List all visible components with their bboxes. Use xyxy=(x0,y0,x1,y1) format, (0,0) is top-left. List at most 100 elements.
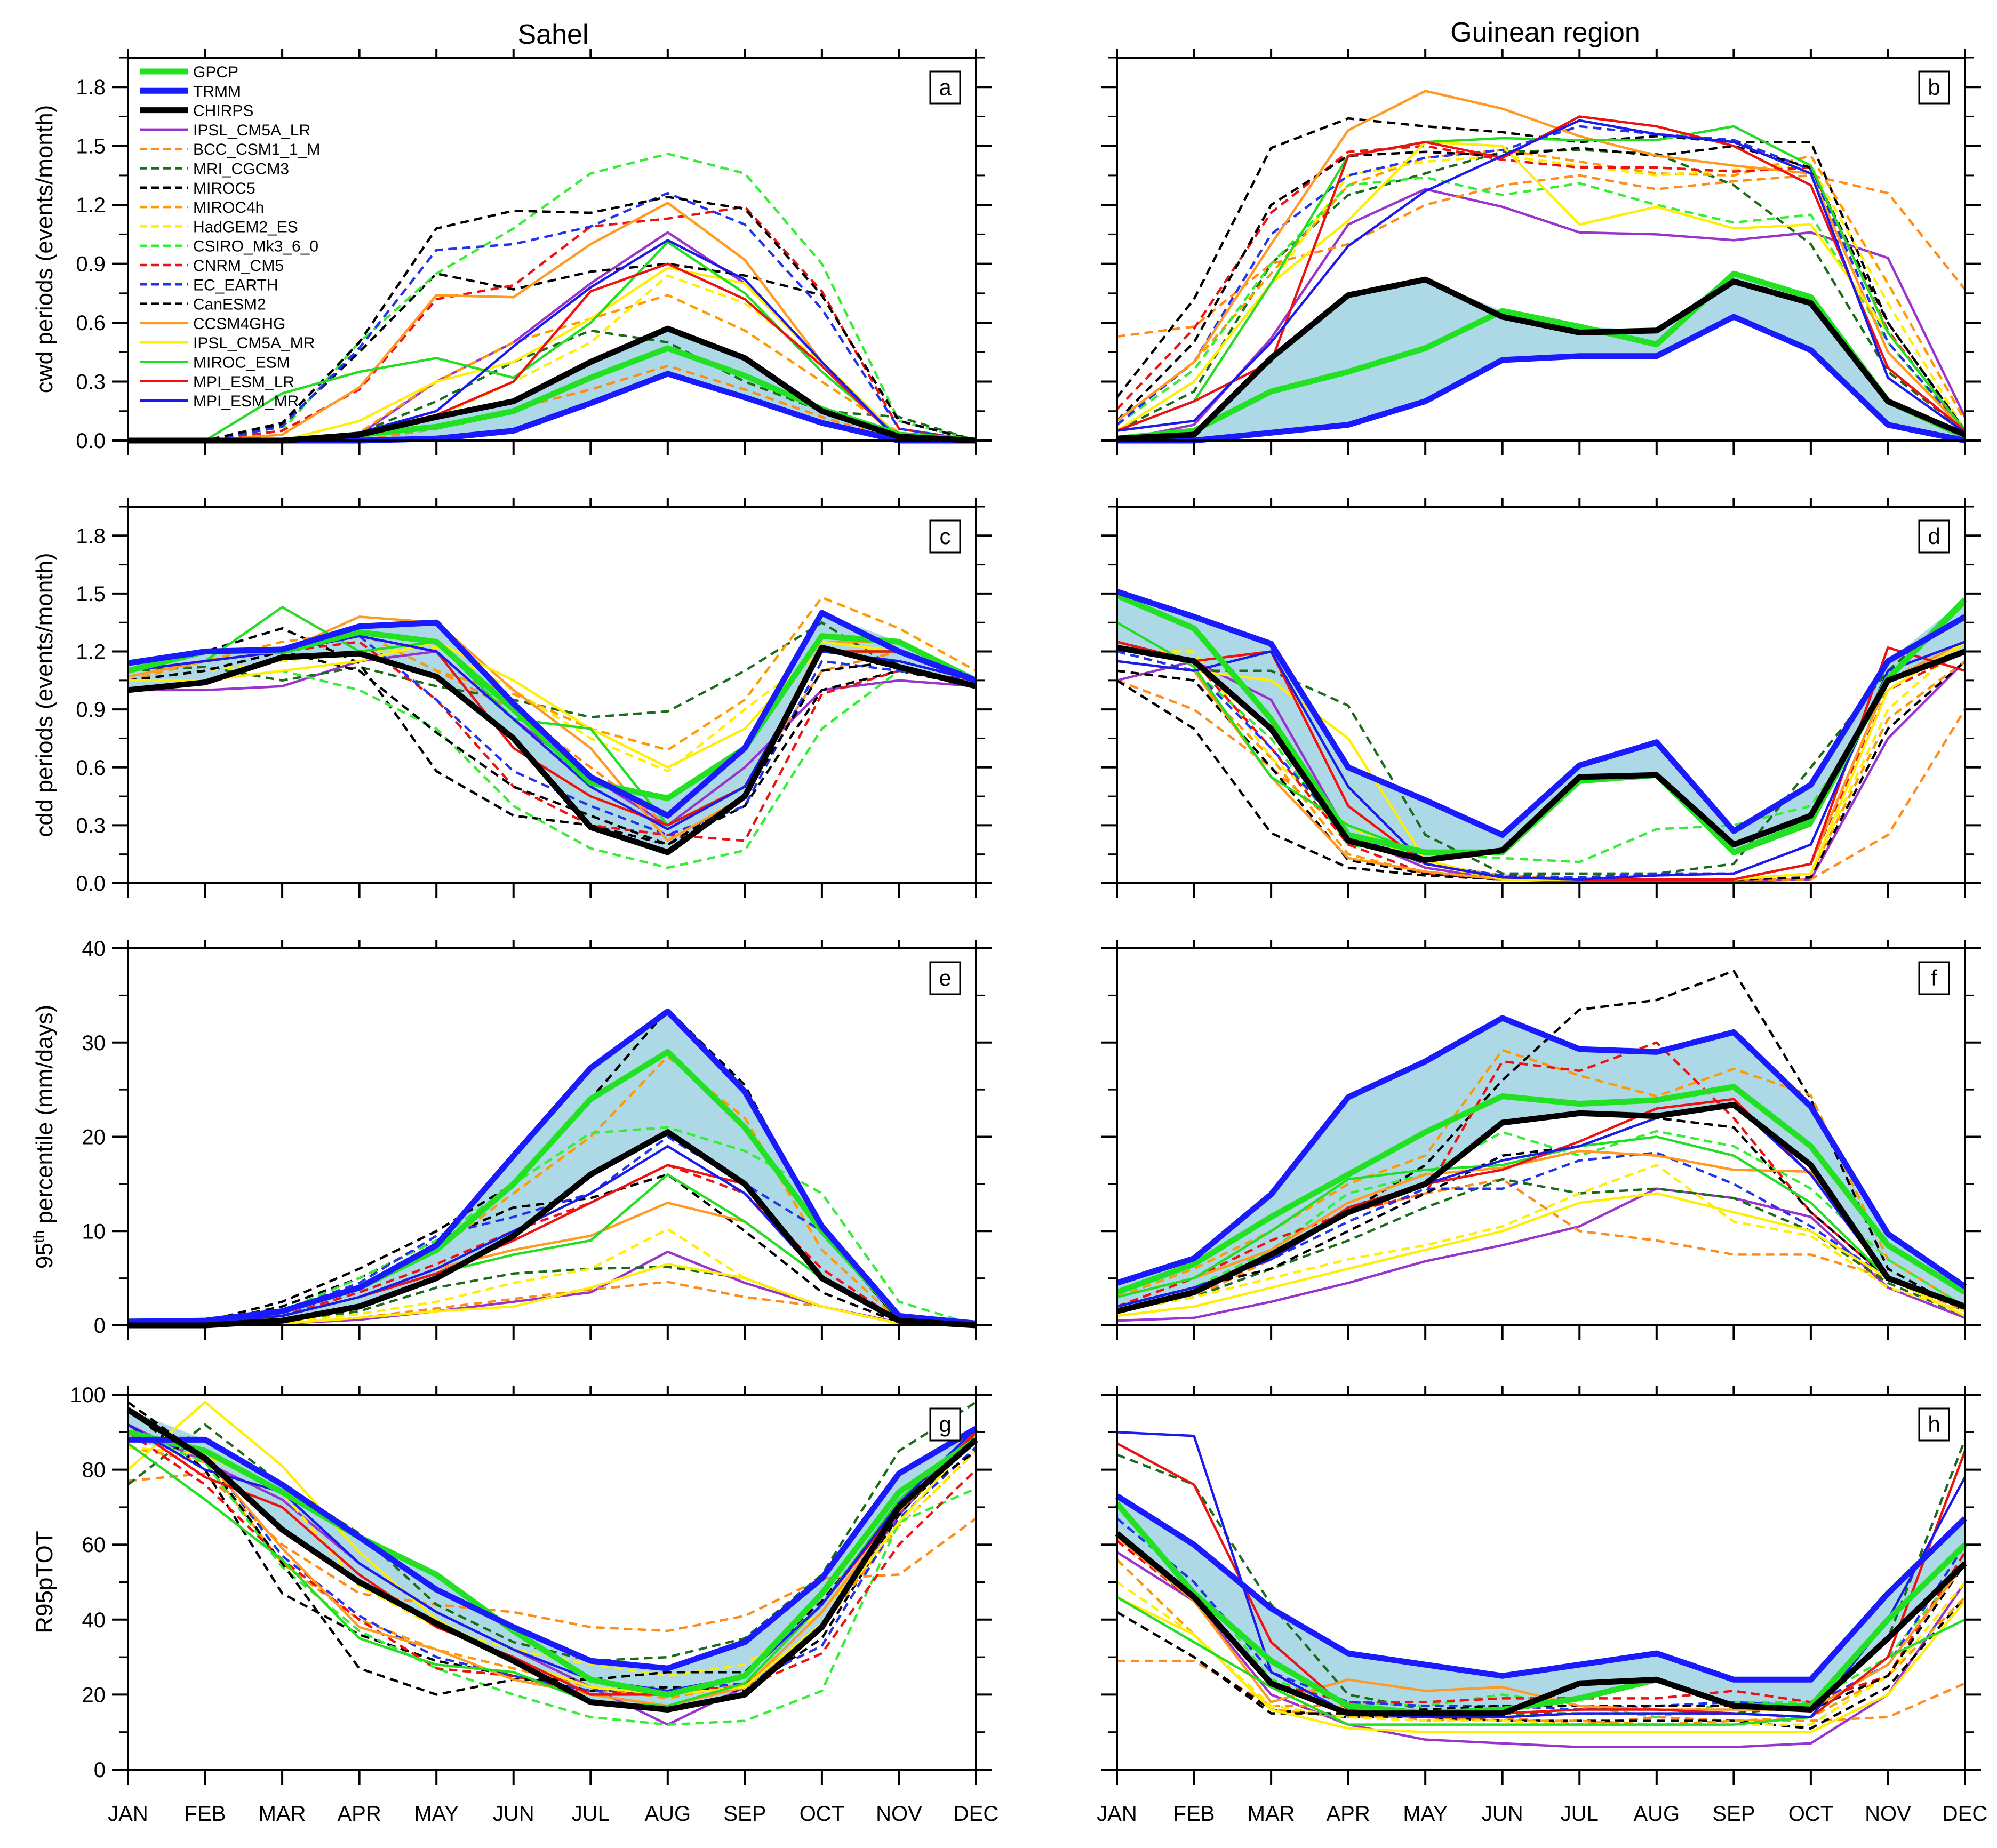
panel-label-box-e xyxy=(929,961,961,995)
legend-label-cnrm-cm5: CNRM_CM5 xyxy=(193,257,284,275)
panel-label-f: f xyxy=(1931,965,1937,990)
plot-frame-a xyxy=(127,57,977,442)
x-tick-label-h: OCT xyxy=(1788,1802,1833,1826)
legend-label-gpcp: GPCP xyxy=(193,63,238,81)
legend-label-bcc-csm1-1-m: BCC_CSM1_1_M xyxy=(193,141,320,158)
y-axis-label-a: cwd periods (events/month) xyxy=(31,105,58,393)
series-line-gpcp-b xyxy=(1116,270,1967,442)
legend-label-miroc5: MIROC5 xyxy=(193,180,255,197)
series-line-chirps-h xyxy=(1115,1531,1967,1717)
series-line-csiro-mk3-6-0-g xyxy=(127,1431,977,1726)
series-line-cnrm-cm5-f xyxy=(1116,1041,1966,1308)
series-line-miroc-esm-a xyxy=(128,241,977,442)
series-line-ec-earth-a xyxy=(128,191,977,442)
panel-label-box-d xyxy=(1918,519,1950,554)
series-line-chirps-f xyxy=(1116,1101,1966,1314)
series-line-chirps-g xyxy=(126,1407,978,1713)
panel-label-e: e xyxy=(939,965,951,990)
series-line-mpi-esm-mr-b xyxy=(1116,119,1966,434)
legend-label-chirps: CHIRPS xyxy=(193,102,253,120)
y-tick-label-c: 1.5 xyxy=(76,582,106,606)
legend-label-trmm: TRMM xyxy=(193,83,241,100)
y-tick-label-c: 0.3 xyxy=(76,814,106,837)
series-line-canesm2-h xyxy=(1116,1563,1966,1715)
legend-label-ccsm4ghg: CCSM4GHG xyxy=(193,315,285,333)
x-tick-label-g: MAR xyxy=(259,1802,306,1826)
panel-e: 0 10 20 30 40 95th percentile (mm/days) e xyxy=(30,937,992,1340)
series-line-cnrm-cm5-b xyxy=(1116,145,1966,434)
series-line-csiro-mk3-6-0-d xyxy=(1116,641,1966,863)
y-tick-label-c: 0.0 xyxy=(76,872,106,895)
y-tick-label-a: 0.0 xyxy=(76,429,106,453)
series-line-mpi-esm-mr-d xyxy=(1116,641,1966,881)
obs-envelope-h xyxy=(1117,1495,1965,1714)
x-tick-label-g: MAY xyxy=(414,1802,459,1826)
y-tick-label-c: 1.8 xyxy=(76,524,106,548)
series-line-trmm-b xyxy=(1117,314,1966,444)
plot-frame-d xyxy=(1116,506,1966,884)
panel-h: JAN FEB MAR APR MAY JUN JUL AUG SEP OCT NOV DEC h xyxy=(1097,1386,1987,1826)
series-line-trmm-g xyxy=(128,1426,978,1671)
x-tick-label-h: SEP xyxy=(1712,1802,1755,1826)
series-line-bcc-csm1-1-m-b xyxy=(1116,174,1966,338)
y-tick-label-g: 60 xyxy=(82,1533,106,1557)
legend-label-ipsl-cm5a-mr: IPSL_CM5A_MR xyxy=(193,334,315,352)
x-tick-label-h: MAR xyxy=(1248,1802,1295,1826)
y-tick-label-e: 30 xyxy=(82,1031,106,1055)
series-line-trmm-e xyxy=(127,1008,977,1326)
series-line-trmm-h xyxy=(1115,1493,1967,1683)
series-line-canesm2-c xyxy=(127,650,977,846)
y-tick-label-c: 0.9 xyxy=(76,698,106,722)
series-line-chirps-b xyxy=(1116,276,1967,442)
y-tick-label-e: 20 xyxy=(82,1126,106,1149)
panel-label-box-h xyxy=(1918,1407,1950,1442)
series-line-miroc5-h xyxy=(1116,1596,1966,1730)
obs-envelope-g xyxy=(128,1410,976,1710)
series-line-cnrm-cm5-a xyxy=(128,205,977,442)
panel-label-g: g xyxy=(939,1412,951,1437)
x-tick-label-g: JUL xyxy=(572,1802,610,1826)
series-line-trmm-d xyxy=(1116,589,1967,838)
x-tick-label-g: OCT xyxy=(800,1802,844,1826)
series-line-ipsl-cm5a-mr-c xyxy=(128,641,977,769)
series-line-chirps-d xyxy=(1116,644,1966,863)
y-tick-label-c: 0.6 xyxy=(76,756,106,780)
y-tick-label-a: 0.6 xyxy=(76,311,106,335)
series-line-chirps-c xyxy=(127,644,977,855)
panel-label-b: b xyxy=(1928,75,1940,100)
series-line-ipsl-cm5a-mr-f xyxy=(1116,1192,1966,1317)
panel-label-h: h xyxy=(1928,1412,1940,1437)
series-line-miroc5-d xyxy=(1116,660,1966,881)
panel-b: b xyxy=(1101,49,1981,455)
series-line-ipsl-cm5a-mr-h xyxy=(1116,1596,1966,1733)
y-tick-label-g: 80 xyxy=(82,1459,106,1482)
series-line-mpi-esm-lr-h xyxy=(1116,1442,1967,1718)
series-line-ipsl-cm5a-mr-b xyxy=(1116,141,1966,432)
y-tick-label-a: 0.9 xyxy=(76,253,106,276)
series-line-mri-cgcm3-g xyxy=(127,1401,977,1662)
series-line-bcc-csm1-1-m-f xyxy=(1116,1178,1966,1313)
legend-label-hadgem2-es: HadGEM2_ES xyxy=(193,218,298,236)
column-title-guinean: Guinean region xyxy=(1450,17,1640,48)
legend-label-miroc4h: MIROC4h xyxy=(193,199,264,217)
series-line-trmm-f xyxy=(1116,1015,1967,1290)
legend-label-ec-earth: EC_EARTH xyxy=(193,276,278,294)
series-line-bcc-csm1-1-m-d xyxy=(1116,679,1966,881)
series-line-csiro-mk3-6-0-b xyxy=(1116,176,1966,434)
y-tick-label-a: 1.8 xyxy=(76,76,106,99)
x-tick-label-g: SEP xyxy=(723,1802,766,1826)
series-line-gpcp-g xyxy=(127,1429,978,1698)
panel-label-box-g xyxy=(929,1407,961,1442)
x-tick-label-g: FEB xyxy=(185,1802,226,1826)
y-tick-label-e: 0 xyxy=(94,1314,106,1338)
y-axis-label-c: cdd periods (events/month) xyxy=(31,553,58,837)
series-line-chirps-e xyxy=(128,1129,977,1329)
legend-label-canesm2: CanESM2 xyxy=(193,296,266,314)
x-tick-label-g: NOV xyxy=(876,1802,922,1826)
series-line-hadgem2-es-h xyxy=(1116,1581,1966,1726)
y-tick-label-g: 0 xyxy=(94,1758,106,1782)
column-title-sahel: Sahel xyxy=(518,19,589,50)
legend: GPCP TRMM CHIRPS IPSL_CM5A_LR BCC_CSM1_1_M MR… xyxy=(140,63,320,410)
plot-frame-c xyxy=(127,506,977,884)
